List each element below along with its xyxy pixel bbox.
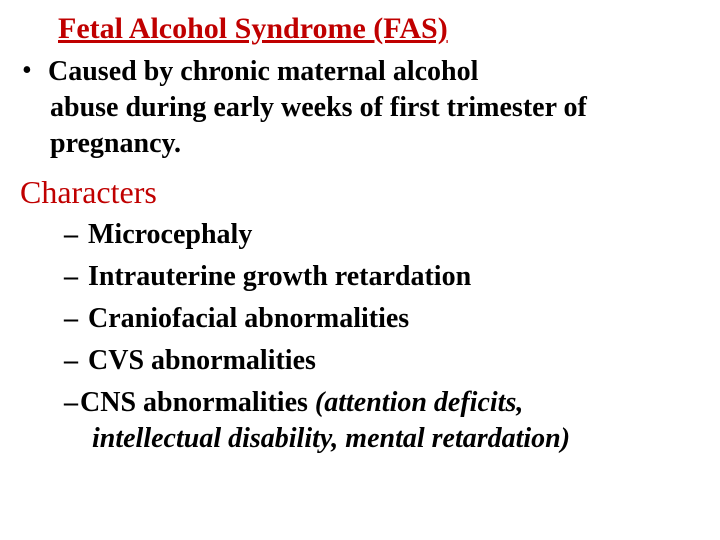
char-item5-prefix: CNS abnormalities (80, 387, 315, 418)
dash-icon: – (64, 301, 88, 337)
slide: Fetal Alcohol Syndrome (FAS) • Caused by… (0, 0, 720, 540)
list-item: – Microcephaly (64, 217, 700, 253)
char-item5: CNS abnormalities (attention deficits, (80, 385, 523, 421)
dash-icon: – (64, 217, 88, 253)
dash-icon: – (64, 259, 88, 295)
dash-icon: – (64, 385, 80, 421)
char-item5-italic: (attention deficits, (315, 387, 523, 418)
list-item: – Intrauterine growth retardation (64, 259, 700, 295)
char-item2: Intrauterine growth retardation (88, 259, 471, 295)
char-item1: Microcephaly (88, 217, 252, 253)
section-header: Characters (20, 174, 700, 211)
cause-line2: abuse during early weeks of first trimes… (50, 90, 700, 126)
char-item3: Craniofacial abnormalities (88, 301, 409, 337)
char-item4: CVS abnormalities (88, 343, 316, 379)
characters-list: – Microcephaly – Intrauterine growth ret… (64, 217, 700, 421)
cause-line1: Caused by chronic maternal alcohol (48, 54, 478, 90)
dash-icon: – (64, 343, 88, 379)
list-item: – CVS abnormalities (64, 343, 700, 379)
list-item: – Craniofacial abnormalities (64, 301, 700, 337)
slide-title: Fetal Alcohol Syndrome (FAS) (58, 12, 700, 46)
bullet-icon: • (22, 54, 48, 88)
cause-bullet: • Caused by chronic maternal alcohol (20, 54, 700, 90)
char-item5-cont: intellectual disability, mental retardat… (92, 421, 700, 457)
list-item: – CNS abnormalities (attention deficits, (64, 385, 700, 421)
cause-line3: pregnancy. (50, 126, 700, 162)
